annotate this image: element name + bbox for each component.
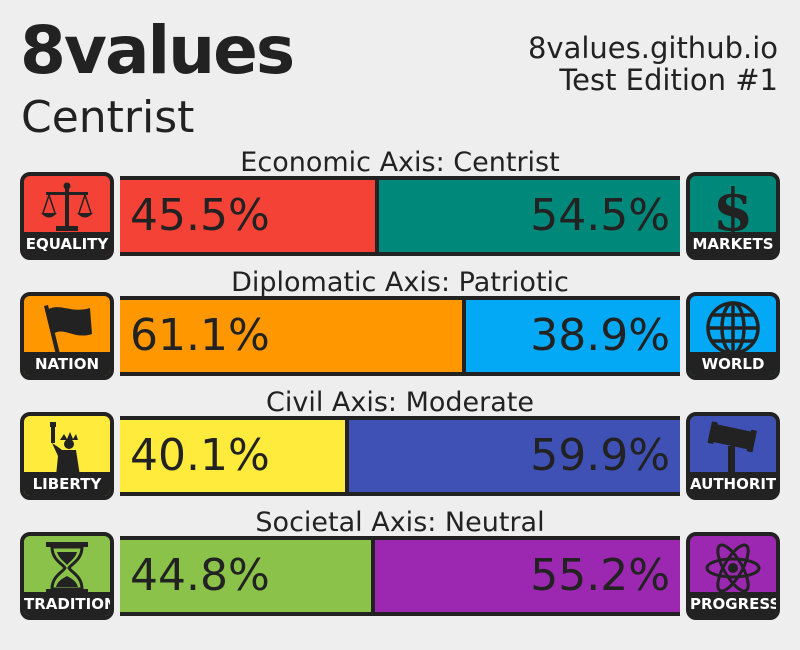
authority-segment: 59.9% bbox=[349, 420, 680, 492]
progress-percent: 55.2% bbox=[530, 550, 670, 601]
axis-label-societal: Societal Axis: Neutral bbox=[255, 507, 545, 538]
nation-icon-box: NATION bbox=[20, 292, 114, 380]
axis-label-diplomatic: Diplomatic Axis: Patriotic bbox=[231, 267, 569, 298]
civil-bar: 40.1% 59.9% bbox=[120, 416, 680, 496]
liberty-percent: 40.1% bbox=[130, 430, 270, 481]
scales-icon bbox=[41, 182, 93, 231]
statue-of-liberty-icon bbox=[50, 422, 80, 476]
flag-icon bbox=[44, 305, 92, 355]
atom-icon bbox=[705, 543, 761, 593]
ideology-result: Centrist bbox=[21, 92, 195, 143]
markets-label: MARKETS bbox=[690, 232, 776, 256]
tradition-percent: 44.8% bbox=[130, 550, 270, 601]
equality-label: EQUALITY bbox=[24, 232, 110, 256]
svg-text:$: $ bbox=[713, 180, 753, 236]
header-meta: 8values.github.io Test Edition #1 bbox=[528, 32, 778, 96]
gavel-icon bbox=[707, 421, 757, 476]
world-icon-box: WORLD bbox=[686, 292, 780, 380]
axis-row-economic: EQUALITY 45.5% 54.5% $ MARKETS bbox=[20, 172, 780, 260]
tradition-label: TRADITION bbox=[24, 592, 110, 616]
progress-segment: 55.2% bbox=[375, 540, 680, 612]
authority-icon-box: AUTHORITY bbox=[686, 412, 780, 500]
tradition-icon-box: TRADITION bbox=[20, 532, 114, 620]
nation-label: NATION bbox=[24, 352, 110, 376]
markets-segment: 54.5% bbox=[379, 180, 680, 252]
nation-segment: 61.1% bbox=[120, 300, 462, 372]
tradition-segment: 44.8% bbox=[120, 540, 371, 612]
progress-label: PROGRESS bbox=[690, 592, 776, 616]
markets-icon-box: $ MARKETS bbox=[686, 172, 780, 260]
societal-bar: 44.8% 55.2% bbox=[120, 536, 680, 616]
markets-percent: 54.5% bbox=[530, 190, 670, 241]
globe-icon bbox=[706, 301, 760, 355]
hourglass-icon bbox=[46, 542, 88, 594]
diplomatic-bar: 61.1% 38.9% bbox=[120, 296, 680, 376]
liberty-segment: 40.1% bbox=[120, 420, 345, 492]
axis-row-civil: LIBERTY 40.1% 59.9% AUTHORITY bbox=[20, 412, 780, 500]
liberty-icon-box: LIBERTY bbox=[20, 412, 114, 500]
authority-label: AUTHORITY bbox=[690, 472, 776, 496]
axis-row-diplomatic: NATION 61.1% 38.9% WORLD bbox=[20, 292, 780, 380]
edition-label: Test Edition #1 bbox=[559, 63, 778, 97]
world-label: WORLD bbox=[690, 352, 776, 376]
economic-bar: 45.5% 54.5% bbox=[120, 176, 680, 256]
axis-label-civil: Civil Axis: Moderate bbox=[265, 387, 535, 418]
liberty-label: LIBERTY bbox=[24, 472, 110, 496]
world-segment: 38.9% bbox=[466, 300, 680, 372]
axis-row-societal: TRADITION 44.8% 55.2% PROGRESS bbox=[20, 532, 780, 620]
nation-percent: 61.1% bbox=[130, 310, 270, 361]
axis-label-economic: Economic Axis: Centrist bbox=[240, 147, 560, 178]
site-url: 8values.github.io bbox=[527, 31, 778, 65]
page-title: 8values bbox=[20, 12, 295, 89]
equality-percent: 45.5% bbox=[130, 190, 270, 241]
equality-segment: 45.5% bbox=[120, 180, 375, 252]
progress-icon-box: PROGRESS bbox=[686, 532, 780, 620]
authority-percent: 59.9% bbox=[530, 430, 670, 481]
world-percent: 38.9% bbox=[530, 310, 670, 361]
dollar-icon: $ bbox=[713, 180, 753, 236]
equality-icon-box: EQUALITY bbox=[20, 172, 114, 260]
